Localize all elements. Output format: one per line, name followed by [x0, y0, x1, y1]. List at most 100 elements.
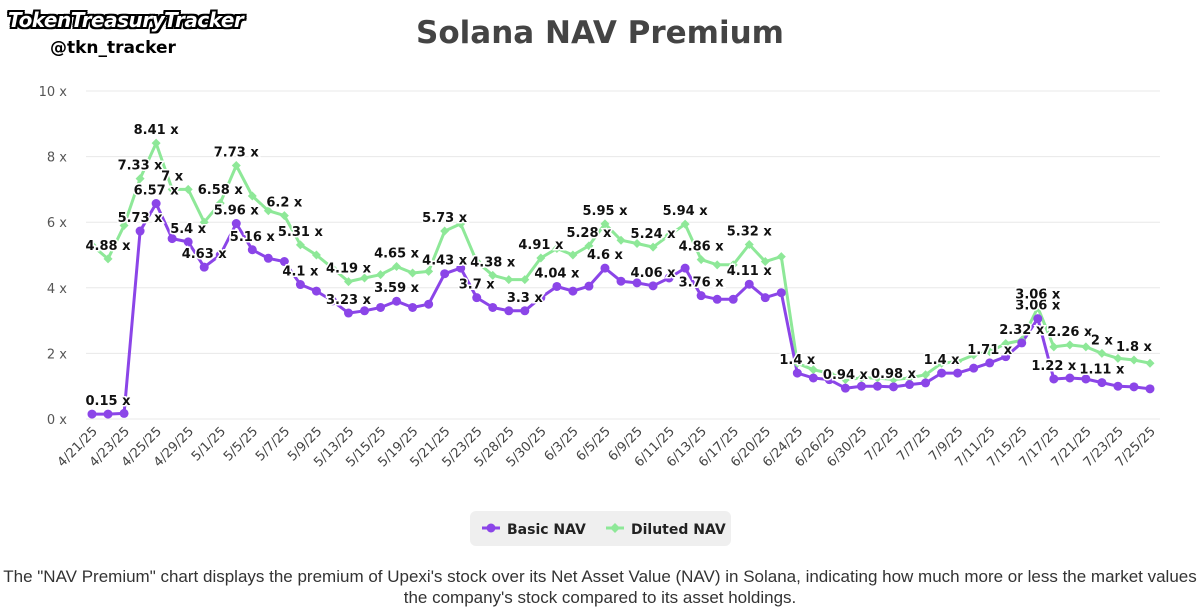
basic-nav-point: [905, 380, 915, 390]
data-label-diluted-nav: 2.26 x: [1047, 325, 1093, 340]
basic-nav-point: [520, 306, 530, 316]
diluted-nav-point: [744, 240, 754, 250]
y-tick-label: 4 x: [47, 282, 67, 297]
diluted-nav-point: [985, 347, 995, 357]
data-label-basic-nav: 1.11 x: [1079, 363, 1125, 378]
diluted-nav-point: [552, 243, 562, 253]
diluted-nav-point: [1097, 348, 1107, 358]
diluted-nav-point: [279, 211, 289, 221]
chart-legend[interactable]: Basic NAV Diluted NAV: [470, 511, 731, 546]
diluted-nav-point: [856, 373, 866, 383]
data-label-basic-nav: 3.59 x: [374, 281, 420, 296]
diluted-nav-point: [151, 138, 161, 148]
data-label-diluted-nav: 5.73 x: [422, 211, 468, 226]
diluted-nav-point: [937, 358, 947, 368]
y-tick-label: 0 x: [47, 413, 67, 428]
data-label-basic-nav: 1.4 x: [924, 353, 961, 368]
data-label-basic-nav: 5.73 x: [118, 211, 164, 226]
basic-nav-point: [1001, 352, 1011, 362]
basic-nav-point: [424, 299, 434, 309]
diluted-nav-point: [776, 252, 786, 262]
basic-nav-point: [247, 245, 257, 255]
basic-nav-point: [119, 408, 129, 418]
legend-item-diluted-nav[interactable]: Diluted NAV: [606, 522, 726, 538]
basic-nav-point: [1065, 373, 1075, 383]
basic-nav-point: [440, 269, 450, 279]
data-label-basic-nav: 4.11 x: [727, 264, 773, 279]
x-tick-label: 6/5/25: [574, 424, 614, 464]
data-label-diluted-nav: 6.58 x: [198, 183, 244, 198]
basic-nav-point: [840, 383, 850, 393]
x-tick-label: 5/1/25: [189, 424, 229, 464]
diluted-nav-point: [824, 368, 834, 378]
diluted-nav-point: [167, 184, 177, 194]
basic-nav-point: [600, 263, 610, 273]
diluted-nav-point: [696, 255, 706, 265]
diluted-nav-point: [648, 242, 658, 252]
diluted-nav-point: [295, 240, 305, 250]
diluted-nav-point: [616, 235, 626, 245]
data-label-diluted-nav: 7 x: [161, 169, 184, 184]
data-label-basic-nav: 4.63 x: [182, 247, 228, 262]
basic-nav-point: [392, 296, 402, 306]
diluted-nav-point: [1129, 355, 1139, 365]
basic-nav-point: [760, 293, 770, 303]
data-label-basic-nav: 1.22 x: [1031, 359, 1077, 374]
diluted-nav-point: [712, 260, 722, 270]
basic-nav-point: [824, 375, 834, 385]
diluted-nav-point: [969, 350, 979, 360]
basic-nav-point: [1033, 314, 1043, 324]
diluted-nav-point: [311, 250, 321, 260]
data-label-diluted-nav: 4.86 x: [679, 240, 725, 255]
basic-nav-point: [408, 302, 418, 312]
data-label-basic-nav: 3.3 x: [507, 291, 544, 306]
y-axis-ticks: 0 x 2 x 4 x 6 x 8 x 10 x: [39, 85, 68, 428]
basic-nav-point: [151, 199, 161, 209]
basic-nav-point: [1081, 374, 1091, 384]
basic-nav-point: [183, 237, 193, 247]
x-tick-label: 7/7/25: [894, 424, 934, 464]
diluted-nav-point: [135, 174, 145, 184]
diluted-nav-point: [1113, 353, 1123, 363]
diluted-nav-point: [408, 268, 418, 278]
data-label-basic-nav: 0.98 x: [871, 367, 917, 382]
diluted-nav-point: [440, 226, 450, 236]
diluted-nav-point: [680, 219, 690, 229]
basic-nav-point: [552, 281, 562, 291]
diluted-nav-point: [536, 253, 546, 263]
diluted-nav-point: [376, 270, 386, 280]
x-tick-label: 5/5/25: [221, 424, 261, 464]
basic-nav-point: [456, 263, 466, 273]
diluted-nav-point: [664, 230, 674, 240]
diluted-nav-point: [1145, 358, 1155, 368]
legend-item-basic-nav[interactable]: Basic NAV: [482, 522, 586, 538]
basic-nav-point: [488, 302, 498, 312]
data-label-basic-nav: 5.4 x: [170, 222, 207, 237]
data-label-diluted-nav: 5.28 x: [566, 226, 612, 241]
data-label-diluted-nav: 4.65 x: [374, 246, 420, 261]
diluted-nav-point: [488, 270, 498, 280]
y-tick-label: 8 x: [47, 151, 67, 166]
data-label-basic-nav: 4.1 x: [282, 265, 319, 280]
data-label-diluted-nav: 3.06 x: [1015, 287, 1061, 302]
diluted-nav-point: [889, 375, 899, 385]
brand-logo: TokenTreasuryTracker: [8, 8, 244, 32]
basic-nav-point: [295, 280, 305, 290]
data-label-diluted-nav: 5.31 x: [278, 225, 324, 240]
diluted-nav-point: [424, 266, 434, 276]
data-label-diluted-nav: 4.91 x: [518, 238, 564, 253]
nav-premium-chart: Solana NAV Premium 0 x 2 x 4 x 6 x 8 x 10 x 4…: [39, 15, 1160, 546]
data-label-diluted-nav: 5.32 x: [727, 225, 773, 240]
data-label-basic-nav: 4.06 x: [631, 266, 677, 281]
basic-nav-point: [263, 253, 273, 263]
chart-title: Solana NAV Premium: [416, 15, 784, 51]
data-label-basic-nav: 4.04 x: [534, 266, 580, 281]
basic-nav-point: [872, 381, 882, 391]
basic-nav-point: [584, 281, 594, 291]
basic-nav-point: [279, 257, 289, 267]
data-label-basic-nav: 6.57 x: [134, 184, 180, 199]
basic-nav-point: [311, 286, 321, 296]
diluted-nav-point: [872, 373, 882, 383]
diluted-nav-point: [584, 241, 594, 251]
diluted-nav-point: [953, 357, 963, 367]
